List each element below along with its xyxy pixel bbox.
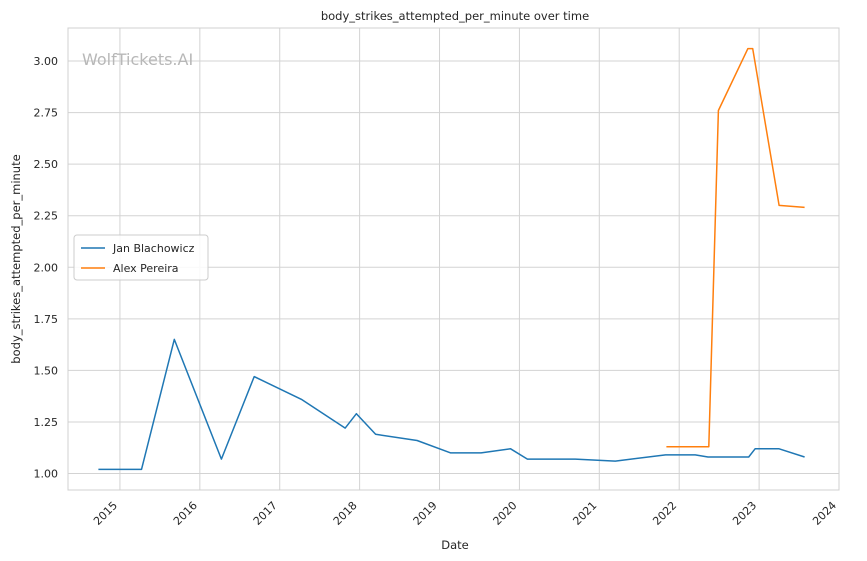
series-lines: [98, 47, 805, 471]
y-tick-label: 1.50: [34, 364, 59, 377]
series-line-alex-pereira: [666, 47, 805, 448]
y-tick-label: 2.00: [34, 261, 59, 274]
x-axis-label: Date: [441, 538, 469, 552]
legend-label-jan-blachowicz: Jan Blachowicz: [112, 242, 195, 255]
y-tick-label: 1.25: [34, 416, 59, 429]
y-tick-label: 2.25: [34, 210, 59, 223]
y-tick-label: 2.50: [34, 158, 59, 171]
y-axis-ticks: 1.00 1.25 1.50 1.75 2.00 2.25 2.50 2.75 3.00: [34, 55, 59, 481]
plot-area-frame: [67, 27, 840, 491]
y-tick-label: 2.75: [34, 107, 59, 120]
y-tick-label: 3.00: [34, 55, 59, 68]
watermark-text: WolfTickets.AI: [82, 50, 193, 69]
y-tick-label: 1.00: [34, 468, 59, 481]
series-line-jan-blachowicz: [98, 338, 805, 471]
legend: Jan Blachowicz Alex Pereira: [73, 234, 209, 281]
legend-label-alex-pereira: Alex Pereira: [113, 262, 179, 275]
y-tick-label: 1.75: [34, 313, 59, 326]
chart-title: body_strikes_attempted_per_minute over t…: [321, 9, 589, 23]
y-axis-label: body_strikes_attempted_per_minute: [9, 154, 23, 363]
legend-box: [73, 234, 209, 281]
